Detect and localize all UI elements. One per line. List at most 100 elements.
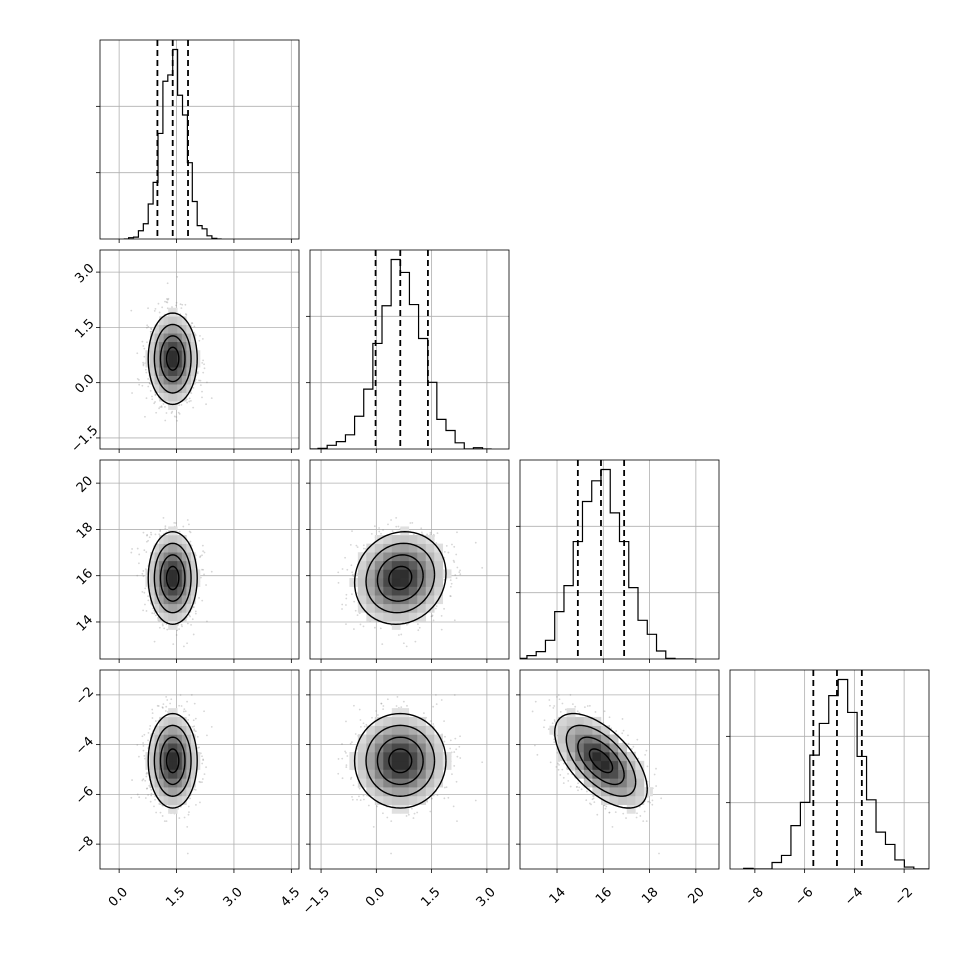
density-cell [154,324,160,334]
density-cell [163,612,169,622]
sample-point [193,725,196,728]
sample-point [353,704,355,707]
sample-point [474,799,477,802]
density-cell [159,787,164,797]
sample-point [191,618,194,621]
density-cell [391,595,401,605]
density-cell [154,384,160,393]
sample-point [142,749,145,752]
sample-point [455,577,458,580]
density-cell [163,367,169,376]
density-cell [159,778,164,788]
density-cell [159,324,164,334]
sample-point [142,364,145,367]
density-cell [177,716,183,726]
density-cell [154,367,160,376]
sample-point [149,389,152,392]
density-cell [172,743,178,753]
density-cell [159,569,164,579]
sample-point [162,516,165,519]
sample-point [203,363,205,366]
density-cell [181,333,187,343]
contour-line [159,736,186,786]
panel-1-0: −1.50.01.53.0 [69,249,300,456]
density-cell [181,316,187,326]
sample-point [163,820,166,823]
sample-point [346,568,349,571]
sample-point [203,710,205,713]
density-cell [186,324,192,334]
density-cell [154,595,160,605]
density-cell [172,569,178,579]
density-cell [149,367,155,376]
sample-point [193,325,196,328]
density-cell [190,367,196,376]
sample-point [138,383,141,386]
sample-point [171,410,174,413]
sample-point [206,381,208,384]
density-cell [163,778,169,788]
sample-point [146,534,148,537]
sample-point [350,564,353,567]
density-cell [190,752,196,762]
sample-point [153,640,156,643]
sample-point [145,397,148,400]
density-cell [181,725,187,735]
density-cell [177,350,183,360]
sample-point [173,521,176,524]
sample-point [146,341,148,344]
sample-point [449,595,452,598]
sample-point [166,628,169,631]
sample-point [141,779,144,782]
y-tick-label: 16 [74,566,96,588]
sample-point [175,634,178,636]
density-cell [177,725,183,735]
density-cell [168,578,174,587]
sample-point [451,543,453,546]
sample-point [430,797,433,800]
sample-point [341,608,343,610]
sample-point [178,628,181,630]
sample-point [431,614,434,617]
density-cell [181,535,187,544]
sample-point [150,794,153,797]
sample-point [138,562,140,565]
density-cell [168,795,174,805]
panel-frame [519,459,720,660]
density-cell [190,595,196,605]
density-cell [163,535,169,544]
sample-point [158,626,161,629]
density-cell [163,725,169,735]
density-cell [417,560,427,570]
sample-point [341,743,343,745]
sample-point [136,547,139,550]
sample-point [186,700,188,703]
density-cell [374,612,384,622]
sample-point [180,307,183,310]
sample-point [344,556,346,559]
sample-point [196,747,199,749]
density-cell [154,603,160,613]
sample-point [210,725,213,728]
density-cell [391,603,401,613]
density-cell [172,586,178,596]
sample-point [350,776,353,779]
density-cell [391,552,401,562]
density-cell [163,795,169,805]
sample-point [345,764,348,767]
contour-line [153,724,192,797]
density-cell [172,333,178,343]
sample-point [151,398,154,401]
density-cell [168,384,174,393]
density-cell [186,569,192,579]
density-cell [172,324,178,334]
sample-point [352,575,355,578]
sample-point [390,852,392,855]
density-cell [177,578,183,587]
density-cell [168,358,174,368]
sample-point [453,765,456,767]
sample-point [157,617,160,620]
density-cell [159,375,164,385]
sample-point [141,735,144,738]
density-cell [366,586,376,596]
